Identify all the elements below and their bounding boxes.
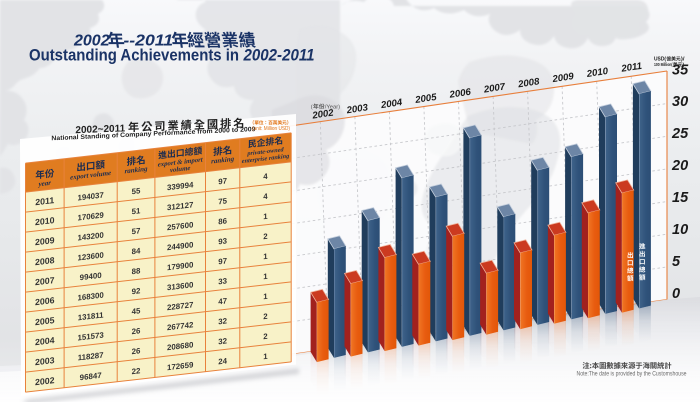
svg-text:): ): [683, 62, 685, 68]
svg-text:2: 2: [263, 312, 268, 322]
svg-text:57: 57: [132, 226, 141, 236]
svg-text:2003: 2003: [345, 102, 369, 116]
svg-text:86: 86: [218, 216, 227, 226]
svg-text:143200: 143200: [77, 230, 104, 242]
svg-text:1: 1: [263, 252, 268, 262]
svg-text:25: 25: [671, 126, 689, 142]
svg-text:20: 20: [671, 158, 688, 174]
svg-text:2010: 2010: [585, 66, 609, 80]
svg-text:339994: 339994: [167, 180, 194, 192]
svg-text:1: 1: [263, 272, 268, 282]
svg-text:10: 10: [672, 222, 688, 238]
svg-text:168300: 168300: [77, 290, 104, 302]
svg-text:2010: 2010: [35, 215, 55, 227]
svg-text:244900: 244900: [167, 240, 194, 252]
svg-text:92: 92: [132, 286, 141, 296]
svg-text:55: 55: [132, 186, 141, 196]
svg-text:22: 22: [132, 366, 141, 376]
svg-text:100 Million(: 100 Million(: [654, 62, 673, 68]
svg-text:2007: 2007: [35, 275, 55, 287]
svg-text:2008: 2008: [35, 255, 55, 267]
svg-text:2005: 2005: [414, 92, 438, 106]
svg-text:2002: 2002: [311, 107, 335, 121]
svg-text:Note:The date is provided by t: Note:The date is provided by the Customs…: [577, 370, 687, 377]
svg-text:)/: )/: [681, 56, 685, 62]
svg-text:1: 1: [263, 352, 268, 362]
svg-text:88: 88: [132, 266, 141, 276]
svg-text:volume: volume: [170, 165, 190, 174]
svg-text:32: 32: [218, 316, 227, 326]
svg-text:2: 2: [263, 232, 268, 242]
svg-text:267742: 267742: [167, 320, 194, 332]
svg-text:131811: 131811: [78, 310, 104, 322]
svg-text:2011: 2011: [35, 195, 54, 207]
svg-text:51: 51: [132, 206, 141, 216]
svg-text:24: 24: [218, 356, 227, 366]
svg-text:2002-2011: 2002-2011: [243, 46, 315, 64]
svg-text:45: 45: [132, 306, 141, 316]
svg-text:2004: 2004: [35, 335, 55, 347]
svg-text:USD(: USD(: [654, 56, 666, 62]
svg-text:private-owned: private-owned: [246, 146, 284, 157]
svg-text:2006: 2006: [35, 295, 55, 307]
svg-text:1: 1: [263, 292, 268, 302]
svg-text:123600: 123600: [77, 250, 104, 262]
svg-text:179900: 179900: [167, 260, 194, 272]
svg-text:2002~2011: 2002~2011: [75, 123, 125, 136]
svg-text:97: 97: [218, 176, 227, 186]
svg-text:0: 0: [672, 286, 680, 302]
svg-text:2005: 2005: [35, 315, 55, 327]
svg-text:2004: 2004: [379, 97, 403, 111]
svg-text:35: 35: [672, 62, 689, 78]
svg-text:170629: 170629: [77, 210, 104, 222]
svg-text:257600: 257600: [167, 220, 194, 232]
svg-text:96847: 96847: [80, 371, 103, 383]
svg-text:year: year: [38, 179, 52, 189]
svg-text:26: 26: [132, 346, 141, 356]
svg-text:Outstanding Achievements in: Outstanding Achievements in: [29, 46, 239, 64]
svg-text:--2011: --2011: [123, 33, 173, 50]
svg-text:47: 47: [218, 296, 227, 306]
svg-text:33: 33: [218, 276, 227, 286]
svg-text:32: 32: [218, 336, 227, 346]
svg-text:26: 26: [132, 326, 141, 336]
svg-text:(: (: [311, 105, 313, 111]
svg-text:2009: 2009: [551, 71, 575, 85]
svg-text:2011: 2011: [620, 61, 643, 75]
svg-text:118287: 118287: [78, 350, 104, 362]
svg-text:ranking: ranking: [211, 155, 234, 166]
svg-text:2006: 2006: [448, 87, 472, 101]
svg-text:75: 75: [218, 196, 227, 206]
svg-text:228727: 228727: [167, 300, 194, 312]
svg-text:1: 1: [263, 212, 268, 222]
svg-text:15: 15: [672, 190, 689, 206]
svg-text:2003: 2003: [35, 355, 55, 367]
svg-text:2002: 2002: [35, 375, 55, 387]
svg-text:2009: 2009: [35, 235, 55, 247]
svg-text:97: 97: [218, 256, 227, 266]
svg-text:5: 5: [672, 254, 681, 270]
svg-text:/Year): /Year): [325, 105, 340, 111]
svg-text:2007: 2007: [482, 81, 506, 95]
svg-text:313600: 313600: [167, 280, 194, 292]
svg-text:2: 2: [263, 332, 268, 342]
svg-text:ranking: ranking: [125, 165, 148, 176]
svg-text:4: 4: [263, 172, 268, 182]
svg-text:208680: 208680: [167, 340, 194, 352]
svg-text:312127: 312127: [167, 200, 194, 212]
svg-text:2002: 2002: [73, 33, 110, 50]
svg-text:84: 84: [132, 246, 141, 256]
svg-text:99400: 99400: [80, 271, 103, 283]
svg-text:151573: 151573: [77, 330, 104, 342]
svg-text:2008: 2008: [516, 76, 540, 90]
svg-text:30: 30: [672, 94, 688, 110]
svg-text:93: 93: [218, 236, 227, 246]
svg-text:4: 4: [263, 192, 268, 202]
svg-text:194037: 194037: [77, 190, 104, 202]
svg-text:(unit: Million USD): (unit: Million USD): [252, 126, 290, 132]
svg-text:172659: 172659: [167, 360, 194, 372]
